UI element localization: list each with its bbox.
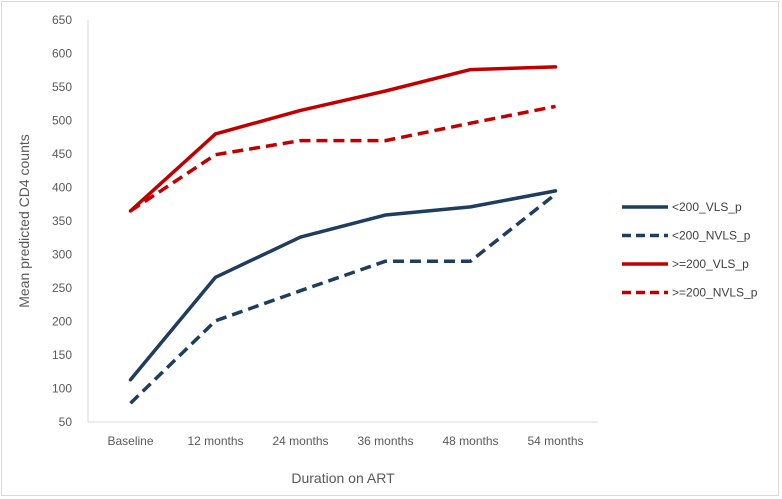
- legend-label-1: <200_NVLS_p: [672, 229, 751, 243]
- series-line-1: [129, 192, 557, 405]
- x-tick-label: Baseline: [107, 434, 153, 448]
- series-line-3: [129, 104, 556, 213]
- series-line-0: [128, 189, 558, 382]
- legend: <200_VLS_p <200_NVLS_p >=200_VLS_p >=200_NV…: [622, 200, 758, 300]
- y-tick-label: 550: [52, 80, 72, 94]
- x-tick-label: 24 months: [272, 434, 328, 448]
- y-tick-label: 250: [52, 281, 72, 295]
- y-tick-label: 200: [52, 315, 72, 329]
- y-tick-label: 300: [52, 248, 72, 262]
- x-axis-title: Duration on ART: [291, 470, 395, 486]
- legend-label-0: <200_VLS_p: [672, 200, 742, 214]
- y-tick-label: 400: [52, 181, 72, 195]
- y-tick-label: 500: [52, 114, 72, 128]
- legend-label-2: >=200_VLS_p: [672, 257, 749, 271]
- y-tick-label: 350: [52, 214, 72, 228]
- x-tick-label: 12 months: [187, 434, 243, 448]
- series-lines: [128, 65, 558, 405]
- x-tick-label: 48 months: [442, 434, 498, 448]
- y-tick-label: 50: [59, 415, 73, 429]
- series-line-2: [128, 65, 558, 213]
- x-tick-label: 54 months: [527, 434, 583, 448]
- y-tick-label: 650: [52, 13, 72, 27]
- y-tick-label: 450: [52, 147, 72, 161]
- y-tick-labels: 50 100 150 200 250 300 350 400 450 500 550 600 650: [52, 13, 72, 429]
- y-tick-label: 150: [52, 348, 72, 362]
- y-axis-title: Mean predicted CD4 counts: [16, 134, 32, 308]
- y-tick-label: 100: [52, 382, 72, 396]
- legend-label-3: >=200_NVLS_p: [672, 286, 758, 300]
- x-tick-labels: Baseline 12 months 24 months 36 months 48 mo…: [107, 434, 583, 448]
- y-tick-label: 600: [52, 47, 72, 61]
- x-tick-label: 36 months: [357, 434, 413, 448]
- axes: [87, 20, 598, 423]
